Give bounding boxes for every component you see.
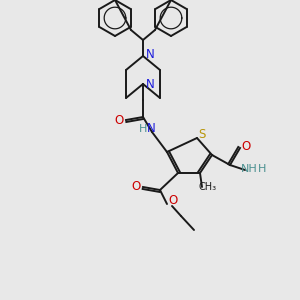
Text: O: O: [114, 115, 124, 128]
Text: O: O: [131, 179, 141, 193]
Text: N: N: [147, 122, 155, 136]
Text: H: H: [258, 164, 266, 174]
Text: NH: NH: [241, 164, 257, 174]
Text: N: N: [146, 49, 154, 62]
Text: S: S: [198, 128, 206, 142]
Text: N: N: [146, 77, 154, 91]
Text: CH₃: CH₃: [199, 182, 217, 192]
Text: H: H: [139, 124, 147, 134]
Text: O: O: [168, 194, 178, 208]
Text: O: O: [242, 140, 250, 152]
